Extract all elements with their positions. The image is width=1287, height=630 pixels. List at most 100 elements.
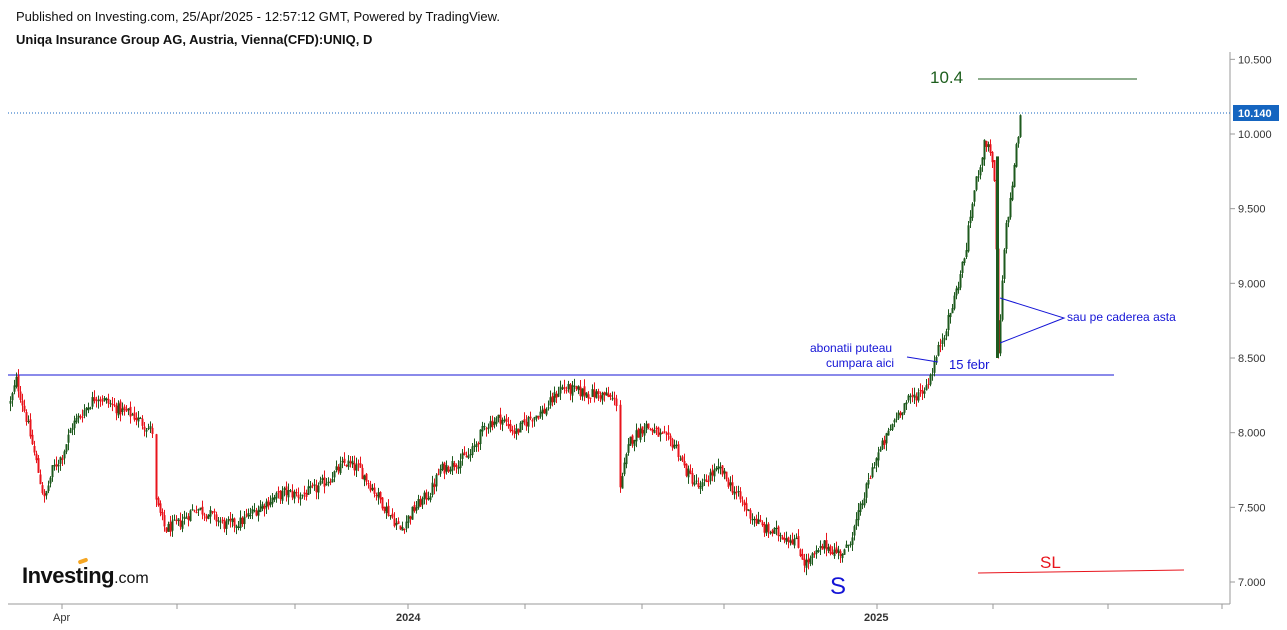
last-price-tag — [1233, 105, 1279, 121]
candle-body — [647, 423, 650, 429]
candle-body — [757, 519, 760, 525]
candle-body — [365, 473, 368, 482]
candle-body — [973, 190, 976, 202]
candle-body — [911, 395, 914, 397]
candle-body — [165, 527, 168, 532]
candle-body — [257, 509, 260, 516]
candle-body — [607, 393, 610, 398]
candle-body — [75, 418, 78, 423]
candle-body — [901, 412, 904, 416]
candle-body — [611, 398, 614, 400]
candle-body — [691, 473, 694, 484]
candle-body — [429, 496, 432, 501]
candle-body — [473, 445, 476, 447]
candle-body — [899, 412, 902, 416]
candle-body — [527, 417, 530, 427]
candle-body — [201, 506, 204, 515]
candle-body — [799, 549, 802, 557]
candle-body — [311, 485, 314, 487]
candle-body — [507, 423, 510, 427]
candle-body — [359, 463, 362, 468]
candle-body — [395, 522, 398, 526]
candle-body — [941, 340, 944, 345]
candle-body — [73, 420, 76, 429]
candle-body — [755, 518, 758, 524]
drop-label: sau pe caderea asta — [1067, 310, 1176, 324]
candle-body — [493, 421, 496, 426]
candle-body — [495, 417, 498, 424]
candle-body — [663, 431, 666, 433]
candle-body — [673, 444, 676, 449]
candle-body — [401, 527, 404, 531]
candle-body — [893, 420, 896, 423]
candle-body — [483, 426, 486, 428]
candle-body — [975, 176, 978, 190]
price-tick-label: 7.000 — [1238, 577, 1266, 589]
candle-body — [807, 558, 810, 563]
candle-body — [147, 428, 150, 430]
candle-body — [711, 470, 714, 476]
candle-body — [635, 430, 638, 442]
candle-body — [795, 537, 798, 539]
candle-body — [69, 430, 72, 434]
candle-body — [531, 420, 534, 422]
candle-body — [269, 502, 272, 506]
resistance-note-line1: abonatii puteau cumpara aici — [810, 341, 895, 370]
candle-body — [545, 409, 548, 415]
candle-body — [773, 527, 776, 534]
candle-body — [249, 514, 252, 516]
candle-body — [85, 408, 88, 411]
candle-body — [739, 491, 742, 500]
candle-body — [319, 480, 322, 485]
candle-body — [821, 546, 824, 550]
candle-body — [921, 390, 924, 394]
candle-body — [805, 559, 808, 568]
candle-body — [845, 544, 848, 548]
candle-body — [121, 408, 124, 412]
candle-body — [491, 420, 494, 427]
candle-body — [623, 462, 626, 475]
price-axis-ticks: 10.500 10.000 9.500 9.000 8.500 8.000 7.500 7.0… — [1230, 54, 1272, 589]
candle-body — [1003, 249, 1006, 279]
candle-body — [193, 510, 196, 512]
candle-body — [625, 454, 628, 465]
candle-body — [27, 421, 30, 423]
candle-body — [1005, 222, 1008, 249]
candle-body — [567, 383, 570, 390]
candle-body — [289, 490, 292, 492]
candle-body — [377, 492, 380, 498]
candle-body — [231, 518, 234, 523]
candle-body — [195, 511, 198, 513]
candle-body — [315, 484, 318, 493]
candle-body — [521, 420, 524, 424]
candle-body — [859, 503, 862, 513]
candle-body — [953, 295, 956, 309]
candle-body — [731, 482, 734, 493]
candle-body — [415, 507, 418, 511]
candle-body — [977, 176, 980, 178]
candle-body — [281, 490, 284, 501]
candle-body — [715, 467, 718, 470]
candle-body — [519, 422, 522, 433]
candle-body — [819, 545, 822, 548]
candle-body — [435, 474, 438, 487]
candle-body — [461, 453, 464, 459]
candle-body — [657, 427, 660, 437]
candle-body — [131, 414, 134, 416]
candle-body — [169, 521, 172, 532]
candle-body — [671, 439, 674, 448]
candle-body — [469, 454, 472, 456]
candle-body — [177, 518, 180, 521]
candle-body — [163, 515, 166, 527]
candle-body — [53, 465, 56, 467]
candle-body — [1001, 280, 1004, 320]
candle-body — [689, 470, 692, 474]
candle-body — [665, 433, 668, 435]
candle-body — [99, 398, 102, 401]
candle-body — [585, 392, 588, 398]
candle-body — [283, 488, 286, 490]
published-info: Published on Investing.com, 25/Apr/2025 … — [16, 9, 500, 24]
candle-body — [587, 394, 590, 399]
candle-body — [645, 423, 648, 430]
candle-body — [751, 518, 754, 521]
